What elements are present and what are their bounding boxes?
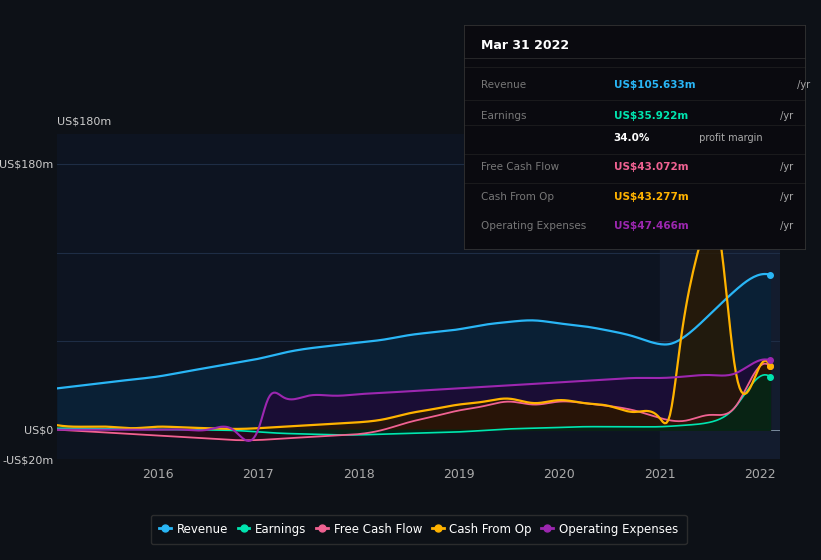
Text: Revenue: Revenue (481, 80, 526, 90)
Text: US$43.072m: US$43.072m (614, 162, 688, 172)
Text: US$35.922m: US$35.922m (614, 111, 688, 121)
Text: /yr: /yr (777, 111, 793, 121)
Text: US$180m: US$180m (57, 116, 112, 126)
Text: /yr: /yr (777, 192, 793, 202)
Text: /yr: /yr (777, 162, 793, 172)
Text: profit margin: profit margin (695, 133, 762, 143)
Text: Earnings: Earnings (481, 111, 526, 121)
Bar (659, 134, 780, 459)
Text: Mar 31 2022: Mar 31 2022 (481, 39, 569, 52)
Text: /yr: /yr (794, 80, 810, 90)
Text: US$43.277m: US$43.277m (614, 192, 689, 202)
Text: US$105.633m: US$105.633m (614, 80, 695, 90)
Legend: Revenue, Earnings, Free Cash Flow, Cash From Op, Operating Expenses: Revenue, Earnings, Free Cash Flow, Cash … (151, 515, 686, 544)
Text: /yr: /yr (777, 221, 793, 231)
Text: US$47.466m: US$47.466m (614, 221, 689, 231)
Text: 34.0%: 34.0% (614, 133, 650, 143)
Text: Operating Expenses: Operating Expenses (481, 221, 586, 231)
Text: Cash From Op: Cash From Op (481, 192, 554, 202)
Text: Free Cash Flow: Free Cash Flow (481, 162, 559, 172)
